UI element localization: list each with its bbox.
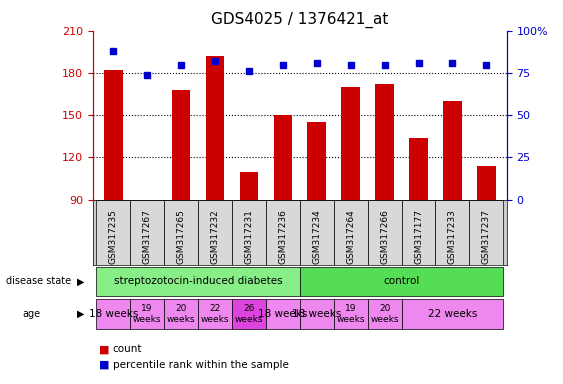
Text: ■: ■ xyxy=(99,344,109,354)
Bar xyxy=(300,266,503,296)
Bar xyxy=(240,172,258,200)
Bar xyxy=(443,101,462,200)
Title: GDS4025 / 1376421_at: GDS4025 / 1376421_at xyxy=(211,12,388,28)
Text: GSM317232: GSM317232 xyxy=(211,209,220,264)
Bar xyxy=(334,200,368,265)
Bar xyxy=(477,166,495,200)
Text: GSM317267: GSM317267 xyxy=(142,209,151,264)
Text: ■: ■ xyxy=(99,360,109,370)
Text: ▶: ▶ xyxy=(77,309,84,319)
Text: percentile rank within the sample: percentile rank within the sample xyxy=(113,360,288,370)
Bar xyxy=(164,200,198,265)
Bar xyxy=(130,299,164,329)
Text: age: age xyxy=(23,309,41,319)
Text: GSM317233: GSM317233 xyxy=(448,209,457,264)
Text: GSM317266: GSM317266 xyxy=(380,209,389,264)
Text: disease state: disease state xyxy=(6,276,71,286)
Bar xyxy=(130,200,164,265)
Bar xyxy=(232,200,266,265)
Bar xyxy=(96,200,130,265)
Text: 20
weeks: 20 weeks xyxy=(370,304,399,324)
Bar xyxy=(232,299,266,329)
Text: streptozotocin-induced diabetes: streptozotocin-induced diabetes xyxy=(114,276,283,286)
Text: control: control xyxy=(383,276,420,286)
Text: 19
weeks: 19 weeks xyxy=(133,304,162,324)
Text: ▶: ▶ xyxy=(77,276,84,286)
Bar xyxy=(401,299,503,329)
Bar xyxy=(266,200,300,265)
Text: 18 weeks: 18 weeks xyxy=(88,309,138,319)
Text: GSM317177: GSM317177 xyxy=(414,209,423,265)
Bar xyxy=(274,115,292,200)
Text: GSM317236: GSM317236 xyxy=(278,209,287,264)
Bar xyxy=(334,299,368,329)
Bar xyxy=(96,299,130,329)
Text: count: count xyxy=(113,344,142,354)
Bar xyxy=(341,87,360,200)
Bar xyxy=(96,266,300,296)
Bar xyxy=(368,299,401,329)
Text: GSM317265: GSM317265 xyxy=(177,209,186,264)
Bar xyxy=(470,200,503,265)
Text: 18 weeks: 18 weeks xyxy=(258,309,307,319)
Bar xyxy=(376,84,394,200)
Bar xyxy=(368,200,401,265)
Text: GSM317235: GSM317235 xyxy=(109,209,118,264)
Bar xyxy=(164,299,198,329)
Text: 22
weeks: 22 weeks xyxy=(201,304,229,324)
Bar xyxy=(300,200,334,265)
Bar xyxy=(409,138,428,200)
Bar xyxy=(104,70,123,200)
Text: GSM317264: GSM317264 xyxy=(346,209,355,264)
Bar xyxy=(401,200,435,265)
Text: GSM317234: GSM317234 xyxy=(312,209,321,264)
Bar xyxy=(205,56,224,200)
Bar xyxy=(198,299,232,329)
Bar xyxy=(266,299,300,329)
Bar xyxy=(198,200,232,265)
Text: 20
weeks: 20 weeks xyxy=(167,304,195,324)
Bar xyxy=(435,200,470,265)
Text: 18 weeks: 18 weeks xyxy=(292,309,341,319)
Bar xyxy=(307,122,326,200)
Bar xyxy=(172,90,190,200)
Text: GSM317237: GSM317237 xyxy=(482,209,491,264)
Text: 22 weeks: 22 weeks xyxy=(428,309,477,319)
Text: GSM317231: GSM317231 xyxy=(244,209,253,264)
Text: 26
weeks: 26 weeks xyxy=(235,304,263,324)
Bar xyxy=(300,299,334,329)
Text: 19
weeks: 19 weeks xyxy=(337,304,365,324)
